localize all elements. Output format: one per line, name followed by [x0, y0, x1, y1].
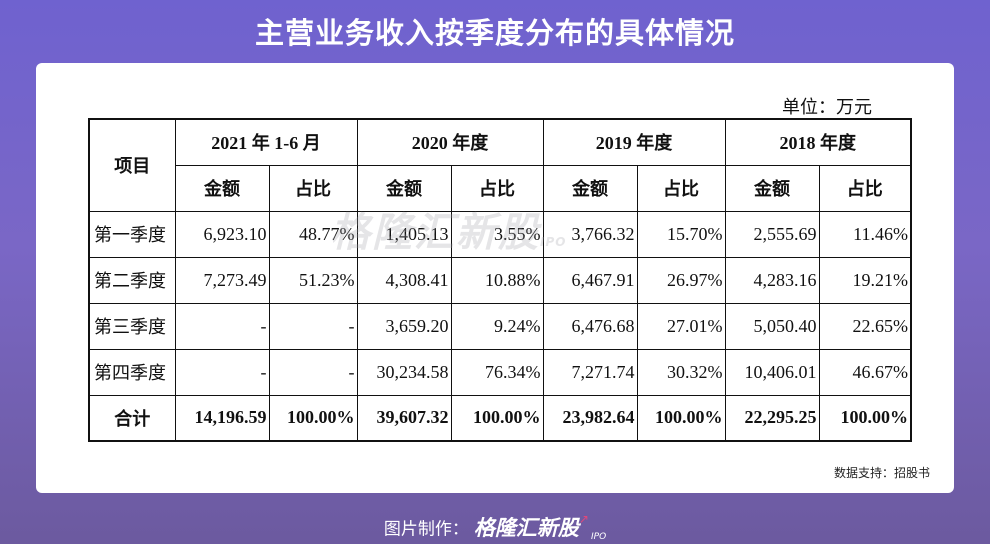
ratio-cell: 46.67% [818, 348, 912, 396]
amount-cell: 4,283.16 [724, 256, 820, 304]
ratio-header: 占比 [636, 164, 726, 212]
item-header: 项目 [88, 118, 176, 212]
footer-logo: 格隆汇新股 [473, 516, 579, 540]
table-row: 第三季度 - -3,659.20 9.24% 6,476.68 27.01% 5,050.4… [88, 302, 912, 350]
amount-cell: 5,050.40 [724, 302, 820, 350]
ratio-cell: 15.70% [636, 210, 726, 258]
total-row: 合计 14,196.59 100.00% 39,607.32 100.00% 23,982… [88, 394, 912, 442]
amount-cell: 7,273.49 [174, 256, 270, 304]
period-header: 2020 年度 [356, 118, 544, 166]
amount-cell: 23,982.64 [542, 394, 638, 442]
ratio-cell: 30.32% [636, 348, 726, 396]
footer-credit: 图片制作： 格隆汇新股↗IPO [0, 512, 990, 542]
table-row: 第二季度 7,273.49 51.23% 4,308.41 10.88% 6,467.91… [88, 256, 912, 304]
ratio-cell: 9.24% [450, 302, 544, 350]
footer-logo-sub: IPO [590, 532, 607, 542]
amount-header: 金额 [174, 164, 270, 212]
ratio-cell: 11.46% [818, 210, 912, 258]
amount-cell: 39,607.32 [356, 394, 452, 442]
footer-label: 图片制作： [383, 519, 469, 540]
ratio-cell: 100.00% [818, 394, 912, 442]
ratio-header: 占比 [818, 164, 912, 212]
period-header: 2021 年 1-6 月 [174, 118, 358, 166]
ratio-cell: 100.00% [636, 394, 726, 442]
row-label: 第三季度 [88, 302, 176, 350]
ratio-cell: 100.00% [450, 394, 544, 442]
page-title: 主营业务收入按季度分布的具体情况 [254, 16, 735, 50]
amount-cell: 14,196.59 [174, 394, 270, 442]
ratio-cell: 100.00% [268, 394, 358, 442]
amount-cell: 3,659.20 [356, 302, 452, 350]
source-note: 数据支持：招股书 [833, 466, 930, 480]
ratio-cell: - [268, 302, 358, 350]
amount-cell: - [174, 302, 270, 350]
unit-label: 单位：万元 [782, 97, 872, 117]
ratio-cell: - [268, 348, 358, 396]
row-label: 第一季度 [88, 210, 176, 258]
table-row: 第四季度 - -30,234.58 76.34% 7,271.74 30.32% 10,40… [88, 348, 912, 396]
ratio-header: 占比 [268, 164, 358, 212]
amount-header: 金额 [356, 164, 452, 212]
ratio-cell: 22.65% [818, 302, 912, 350]
amount-cell: 2,555.69 [724, 210, 820, 258]
ratio-cell: 27.01% [636, 302, 726, 350]
period-header: 2018 年度 [724, 118, 912, 166]
ratio-cell: 48.77% [268, 210, 358, 258]
amount-cell: 6,476.68 [542, 302, 638, 350]
amount-cell: 1,405.13 [356, 210, 452, 258]
amount-cell: 6,923.10 [174, 210, 270, 258]
amount-header: 金额 [542, 164, 638, 212]
period-header: 2019 年度 [542, 118, 726, 166]
row-label: 第四季度 [88, 348, 176, 396]
ratio-header: 占比 [450, 164, 544, 212]
amount-cell: 3,766.32 [542, 210, 638, 258]
amount-cell: - [174, 348, 270, 396]
amount-cell: 6,467.91 [542, 256, 638, 304]
amount-cell: 4,308.41 [356, 256, 452, 304]
header-row-metrics: 金额 占比 金额 占比 金额 占比 金额 占比 [89, 164, 912, 212]
ratio-cell: 19.21% [818, 256, 912, 304]
ratio-cell: 3.55% [450, 210, 544, 258]
revenue-table: 项目 2021 年 1-6 月 2020 年度 2019 年度 2018 年度 … [88, 118, 912, 442]
amount-cell: 22,295.25 [724, 394, 820, 442]
ratio-cell: 10.88% [450, 256, 544, 304]
row-label: 合计 [88, 394, 176, 442]
ratio-cell: 76.34% [450, 348, 544, 396]
table-row: 第一季度 6,923.10 48.77% 1,405.13 3.55% 3,766.32 1… [88, 210, 912, 258]
amount-cell: 7,271.74 [542, 348, 638, 396]
amount-cell: 10,406.01 [724, 348, 820, 396]
header-row-periods: 项目 2021 年 1-6 月 2020 年度 2019 年度 2018 年度 [88, 118, 912, 212]
ratio-cell: 51.23% [268, 256, 358, 304]
amount-cell: 30,234.58 [356, 348, 452, 396]
amount-header: 金额 [724, 164, 820, 212]
ratio-cell: 26.97% [636, 256, 726, 304]
row-label: 第二季度 [88, 256, 176, 304]
table-card: 单位：万元 项目 2021 年 1-6 月 2020 年度 2019 年度 20… [36, 63, 954, 493]
arrow-icon: ↗ [578, 512, 589, 526]
